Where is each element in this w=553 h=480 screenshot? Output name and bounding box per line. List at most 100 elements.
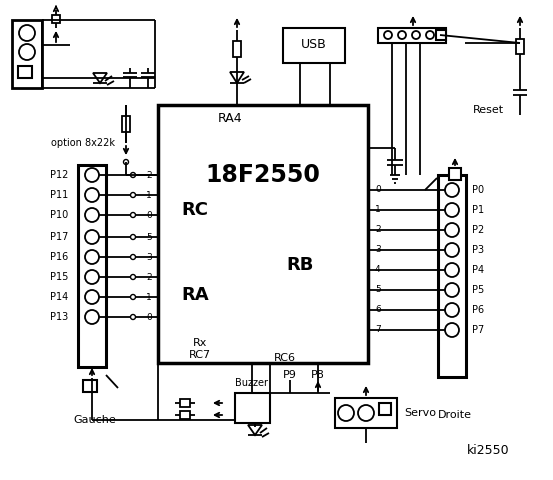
- Bar: [283, 28, 345, 63]
- Text: P4: P4: [472, 265, 484, 275]
- Bar: [233, 41, 241, 57]
- Text: 2: 2: [147, 170, 152, 180]
- Text: Reset: Reset: [472, 105, 504, 115]
- Text: 1: 1: [146, 292, 152, 301]
- Text: P7: P7: [472, 325, 484, 335]
- Text: P12: P12: [50, 170, 68, 180]
- Text: 18F2550: 18F2550: [206, 163, 320, 187]
- Text: 2: 2: [147, 273, 152, 281]
- Text: 5: 5: [146, 232, 152, 241]
- Circle shape: [445, 243, 459, 257]
- Bar: [235, 393, 270, 423]
- Text: RA: RA: [181, 286, 209, 304]
- Text: Servo: Servo: [404, 408, 436, 418]
- Circle shape: [131, 295, 135, 300]
- Circle shape: [445, 223, 459, 237]
- Text: Buzzer: Buzzer: [236, 378, 269, 388]
- Bar: [180, 411, 190, 419]
- Text: P14: P14: [50, 292, 68, 302]
- Bar: [449, 168, 461, 180]
- Bar: [158, 105, 368, 363]
- Circle shape: [358, 405, 374, 421]
- Bar: [83, 380, 97, 392]
- Circle shape: [19, 44, 35, 60]
- Bar: [180, 399, 190, 407]
- Bar: [516, 39, 524, 54]
- Circle shape: [445, 323, 459, 337]
- Text: P10: P10: [50, 210, 68, 220]
- Circle shape: [131, 235, 135, 240]
- Text: RC6: RC6: [274, 353, 296, 363]
- Circle shape: [412, 31, 420, 39]
- Bar: [18, 66, 32, 78]
- Text: Rx: Rx: [193, 338, 207, 348]
- Text: RC: RC: [181, 201, 208, 219]
- Text: P5: P5: [472, 285, 484, 295]
- Text: Gauche: Gauche: [74, 415, 116, 425]
- Text: ki2550: ki2550: [467, 444, 509, 456]
- Circle shape: [85, 208, 99, 222]
- Circle shape: [85, 168, 99, 182]
- Text: 7: 7: [375, 325, 381, 335]
- Text: 0: 0: [375, 185, 381, 194]
- Text: P11: P11: [50, 190, 68, 200]
- Text: P9: P9: [283, 370, 297, 380]
- Text: P13: P13: [50, 312, 68, 322]
- Circle shape: [85, 310, 99, 324]
- Text: 2: 2: [375, 226, 380, 235]
- Circle shape: [131, 275, 135, 279]
- Circle shape: [338, 405, 354, 421]
- Text: 6: 6: [375, 305, 381, 314]
- Circle shape: [426, 31, 434, 39]
- Text: 3: 3: [375, 245, 381, 254]
- Text: RC7: RC7: [189, 350, 211, 360]
- Bar: [438, 175, 466, 377]
- Text: 0: 0: [146, 312, 152, 322]
- Text: P8: P8: [311, 370, 325, 380]
- Circle shape: [131, 192, 135, 197]
- Text: P1: P1: [472, 205, 484, 215]
- Text: P6: P6: [472, 305, 484, 315]
- Circle shape: [131, 213, 135, 217]
- Circle shape: [131, 172, 135, 178]
- Circle shape: [445, 263, 459, 277]
- Polygon shape: [93, 73, 107, 83]
- Circle shape: [445, 203, 459, 217]
- Circle shape: [123, 159, 128, 165]
- Circle shape: [384, 31, 392, 39]
- Circle shape: [398, 31, 406, 39]
- Text: option 8x22k: option 8x22k: [51, 138, 115, 148]
- Bar: [12, 20, 42, 88]
- Text: P3: P3: [472, 245, 484, 255]
- Circle shape: [131, 314, 135, 320]
- Text: P15: P15: [50, 272, 68, 282]
- Text: RA4: RA4: [218, 111, 242, 124]
- Text: USB: USB: [301, 38, 327, 51]
- Circle shape: [85, 230, 99, 244]
- Polygon shape: [230, 72, 244, 83]
- Circle shape: [85, 290, 99, 304]
- Bar: [122, 116, 130, 132]
- Text: P0: P0: [472, 185, 484, 195]
- Circle shape: [445, 283, 459, 297]
- Text: 1: 1: [146, 191, 152, 200]
- Polygon shape: [248, 425, 262, 435]
- Text: P16: P16: [50, 252, 68, 262]
- Circle shape: [445, 303, 459, 317]
- Circle shape: [85, 250, 99, 264]
- Text: 5: 5: [375, 286, 381, 295]
- Text: 1: 1: [375, 205, 381, 215]
- Bar: [78, 165, 106, 367]
- Circle shape: [445, 183, 459, 197]
- Circle shape: [85, 270, 99, 284]
- Circle shape: [85, 188, 99, 202]
- Text: 3: 3: [146, 252, 152, 262]
- Text: RB: RB: [286, 256, 314, 274]
- Bar: [335, 398, 397, 428]
- Text: P17: P17: [50, 232, 68, 242]
- Circle shape: [131, 254, 135, 260]
- Bar: [378, 28, 446, 43]
- Text: 4: 4: [375, 265, 380, 275]
- Bar: [436, 30, 446, 40]
- Text: Droite: Droite: [438, 410, 472, 420]
